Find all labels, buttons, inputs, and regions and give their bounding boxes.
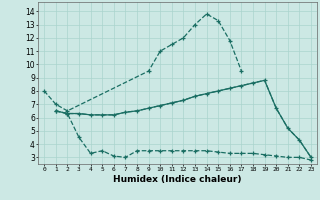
X-axis label: Humidex (Indice chaleur): Humidex (Indice chaleur) bbox=[113, 175, 242, 184]
